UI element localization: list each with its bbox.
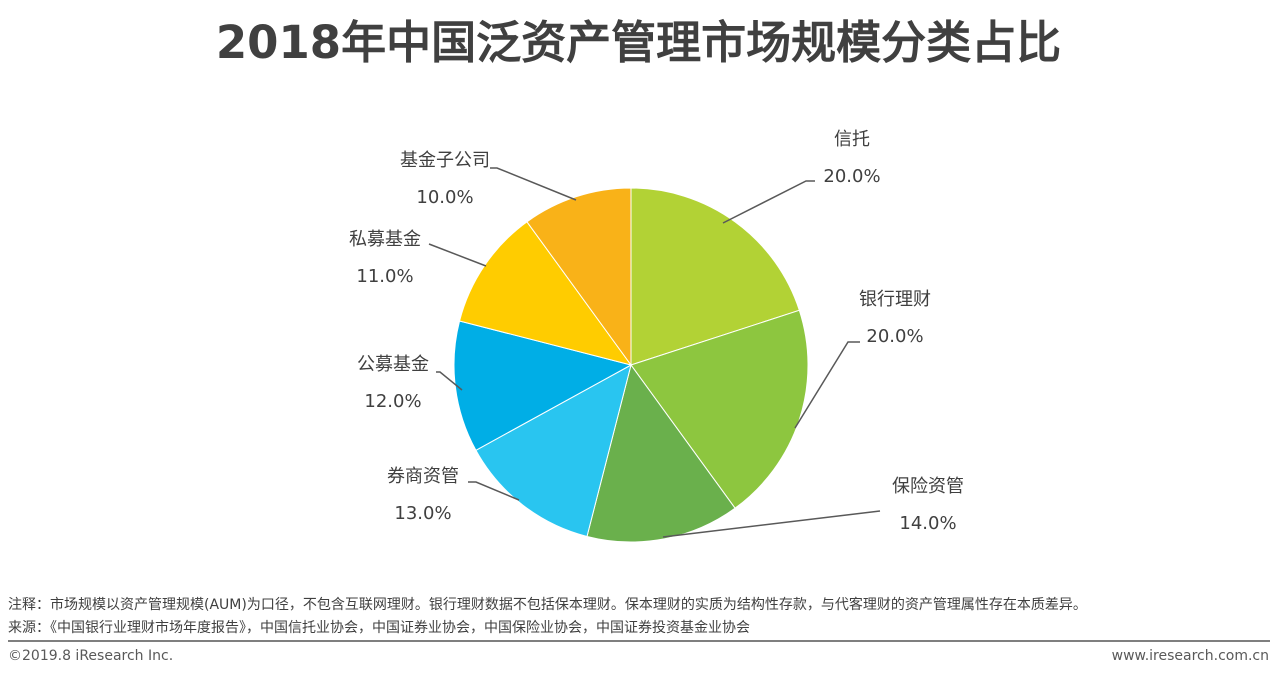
slice-label-trust: 信托 [834,129,870,150]
leader-line-private-fund [428,243,487,267]
pie-slice-trust [630,187,800,366]
website-link[interactable]: www.iresearch.com.cn [1111,648,1269,664]
slice-value-private-fund: 11.0% [356,266,413,287]
copyright: ©2019.8 iResearch Inc. [8,648,174,664]
pie-chart: 信托 20.0% 银行理财 20.0% 保险资管 14.0% 券商资管 13.0% 公募基金 12… [349,129,964,543]
slice-value-trust: 20.0% [823,166,880,187]
leader-line-public-fund [436,371,463,391]
slice-value-bank-wealth: 20.0% [866,326,923,347]
slice-label-fund-subsidiary: 基金子公司 [400,150,490,171]
leader-line-trust [722,180,815,224]
pie-slice-broker-am [475,364,632,538]
slice-label-broker-am: 券商资管 [387,466,459,487]
leader-line-bank-wealth [794,341,860,429]
slice-label-insurance-am: 保险资管 [892,476,964,497]
source-note: 来源：《中国银行业理财市场年度报告》，中国信托业协会，中国证券业协会，中国保险业… [8,620,750,636]
leader-line-insurance-am [662,510,881,538]
slice-label-bank-wealth: 银行理财 [859,289,931,310]
footer-divider [8,640,1270,642]
pie-slices [453,187,809,543]
slice-value-insurance-am: 14.0% [899,513,956,534]
leader-line-broker-am [468,481,520,501]
pie-slice-fund-subsidiary [526,187,632,367]
slice-label-private-fund: 私募基金 [349,229,421,250]
slice-labels: 信托 20.0% 银行理财 20.0% 保险资管 14.0% 券商资管 13.0% 公募基金 12… [349,129,964,534]
footnote: 注释：市场规模以资产管理规模(AUM)为口径，不包含互联网理财。银行理财数据不包… [8,597,1087,613]
chart-title: 2018年中国泛资产管理市场规模分类占比 [215,16,1062,69]
leader-lines [428,167,881,538]
leader-line-fund-subsidiary [490,167,577,201]
slice-value-public-fund: 12.0% [364,391,421,412]
slice-value-fund-subsidiary: 10.0% [416,187,473,208]
slice-label-public-fund: 公募基金 [357,354,429,375]
slice-value-broker-am: 13.0% [394,503,451,524]
pie-slice-public-fund [453,320,633,451]
pie-slice-insurance-am [586,363,736,543]
